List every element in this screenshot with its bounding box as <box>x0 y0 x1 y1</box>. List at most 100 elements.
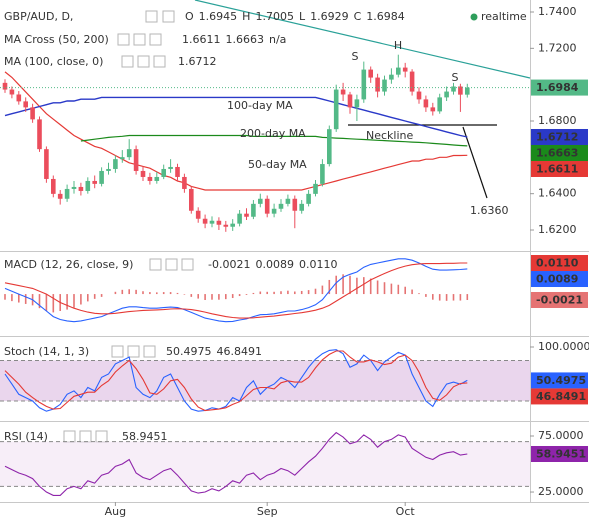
price-badge <box>531 128 588 145</box>
settings-icon[interactable] <box>137 55 150 68</box>
annotation: S <box>352 50 359 63</box>
settings-icon[interactable] <box>162 10 175 23</box>
candle-body <box>189 188 194 211</box>
price-badge <box>531 79 588 96</box>
y-tick-label: 1.7400 <box>538 5 577 18</box>
settings-icon[interactable] <box>133 33 146 46</box>
candle-body <box>354 99 360 108</box>
price-badge <box>531 160 588 177</box>
y-tick-label: 1.6400 <box>538 187 577 200</box>
candle-body <box>51 178 56 194</box>
candle-body <box>2 82 8 90</box>
ma-label: 50-day MA <box>248 158 307 171</box>
candle-body <box>44 149 49 179</box>
frame <box>0 0 589 503</box>
candle-body <box>244 213 249 217</box>
y-tick-label: 100.0000 <box>538 340 589 353</box>
x-tick-label: Oct <box>396 505 416 518</box>
annotation: S <box>452 71 459 84</box>
moving-average <box>80 134 468 147</box>
visibility-icon[interactable] <box>145 10 158 23</box>
y-tick-label: 1.6200 <box>538 223 577 236</box>
x-tick-label: Sep <box>257 505 278 518</box>
ma-label: 100-day MA <box>227 99 293 112</box>
y-tick-label: 25.0000 <box>538 485 584 498</box>
indicator-readout: 1.6611 <box>182 33 221 46</box>
price-badge-label: 0.0110 <box>536 257 579 270</box>
candle-body <box>23 101 28 108</box>
candle-body <box>57 193 63 199</box>
indicator-line <box>4 262 468 319</box>
price-badge-label: 1.6984 <box>536 81 579 94</box>
indicator-readout: n/a <box>269 33 286 46</box>
ohlc-value: 1.7005 <box>255 10 294 23</box>
candle-body <box>120 157 125 160</box>
candle-body <box>299 203 304 211</box>
price-badge <box>531 372 588 389</box>
price-badge <box>531 445 588 462</box>
visibility-icon[interactable] <box>149 258 162 271</box>
settings-icon[interactable] <box>127 345 140 358</box>
indicator-line <box>4 349 468 412</box>
candle-body <box>147 176 153 181</box>
candle-body <box>251 203 256 217</box>
close-icon[interactable] <box>149 33 162 46</box>
close-icon[interactable] <box>181 258 194 271</box>
candle-body <box>258 198 263 204</box>
visibility-icon[interactable] <box>117 33 130 46</box>
close-icon[interactable] <box>153 55 166 68</box>
candle-body <box>71 186 77 189</box>
candle-body <box>368 69 373 78</box>
indicator-readout: 0.0110 <box>299 258 338 271</box>
candle-body <box>264 198 270 214</box>
candle-body <box>223 224 229 227</box>
price-badge-label: 1.6611 <box>536 162 578 175</box>
ma-label: 200-day MA <box>240 127 306 140</box>
band-fill <box>0 360 530 402</box>
candle-body <box>382 79 387 92</box>
candle-body <box>230 223 235 227</box>
visibility-icon[interactable] <box>121 55 134 68</box>
candle-body <box>396 67 401 75</box>
candle-body <box>437 97 442 112</box>
price-badge-label: 1.6712 <box>536 130 578 143</box>
candle-body <box>320 164 325 184</box>
y-tick-label: 1.7200 <box>538 41 577 54</box>
price-badge <box>531 271 588 288</box>
price-badge <box>531 291 588 308</box>
ohlc-key: C <box>354 10 362 23</box>
candle-body <box>113 159 118 169</box>
candle-body <box>216 220 222 225</box>
indicator-label: Stoch (14, 1, 3) <box>4 345 89 358</box>
moving-average <box>4 71 468 191</box>
candle-body <box>430 107 436 112</box>
ohlc-value: 1.6984 <box>366 10 405 23</box>
status: realtime <box>481 10 527 23</box>
candle-body <box>99 170 104 184</box>
chart-title: GBP/AUD, D, <box>4 10 73 23</box>
candle-body <box>202 218 208 224</box>
candle-body <box>78 186 84 191</box>
moving-average <box>4 96 468 138</box>
candle-body <box>126 149 132 158</box>
candle-body <box>458 86 463 95</box>
x-tick-label: Aug <box>105 505 126 518</box>
settings-icon[interactable] <box>165 258 178 271</box>
candle-body <box>154 176 160 181</box>
candle-body <box>161 168 166 177</box>
visibility-icon[interactable] <box>111 345 124 358</box>
annotation: 1.6360 <box>470 204 509 217</box>
indicator-label: MA (100, close, 0) <box>4 55 103 68</box>
indicator-readout: 1.6663 <box>226 33 265 46</box>
candle-body <box>92 180 97 184</box>
close-icon[interactable] <box>143 345 156 358</box>
candle-body <box>37 119 42 150</box>
candle-body <box>182 176 187 189</box>
price-badge-label: 0.0089 <box>536 273 578 286</box>
indicator-readout: 50.4975 <box>166 345 212 358</box>
candle-body <box>465 87 470 95</box>
candle-body <box>9 89 15 95</box>
status-dot <box>470 13 478 21</box>
